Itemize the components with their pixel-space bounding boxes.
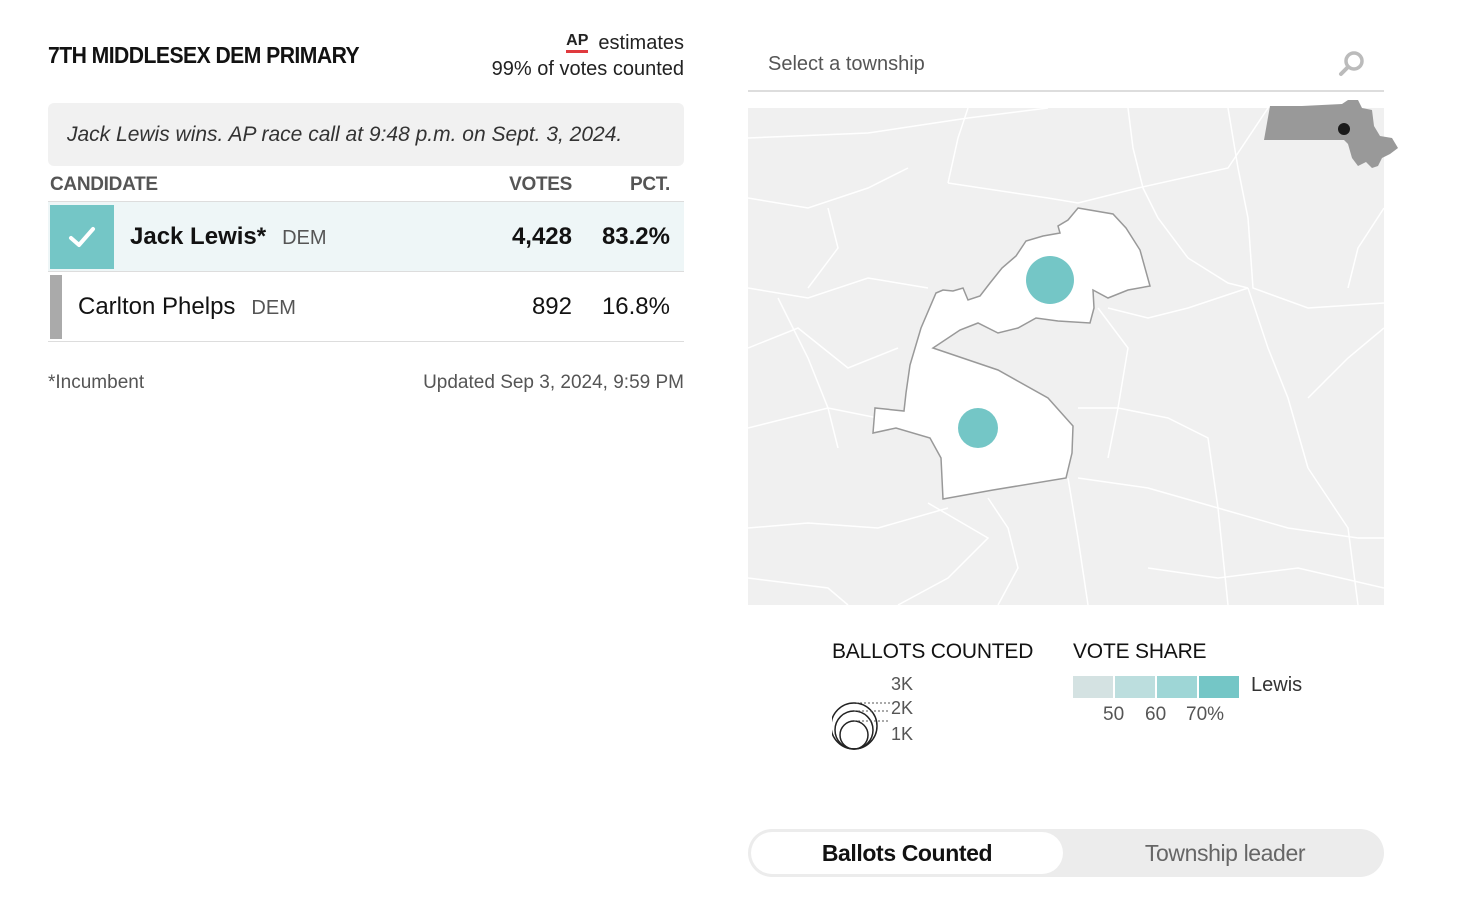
header-pct: PCT. [630, 174, 670, 195]
race-title: 7TH MIDDLESEX DEM PRIMARY [48, 42, 360, 68]
share-tick: 70% [1186, 704, 1225, 725]
size-legend: 3K 2K 1K [832, 672, 932, 754]
race-meta: AP estimates 99% of votes counted [492, 30, 684, 82]
results-panel: 7TH MIDDLESEX DEM PRIMARY AP estimates 9… [48, 28, 684, 393]
search-input[interactable] [748, 40, 1328, 88]
candidate-name: Carlton Phelps DEM [78, 293, 296, 320]
share-swatch [1157, 676, 1197, 698]
share-swatch [1115, 676, 1155, 698]
size-label-1k: 1K [891, 724, 914, 744]
size-label-3k: 3K [891, 674, 914, 694]
winner-check-badge [50, 205, 114, 269]
search-icon[interactable] [1338, 50, 1366, 78]
district-shape [872, 207, 1151, 500]
map-mode-toggle: Ballots Counted Township leader [748, 829, 1384, 877]
vote-share-scale [1073, 676, 1239, 698]
size-circles [832, 702, 890, 750]
candidate-pct: 16.8% [601, 293, 670, 320]
race-header: 7TH MIDDLESEX DEM PRIMARY AP estimates 9… [48, 28, 684, 88]
ballots-counted-title: BALLOTS COUNTED [832, 640, 1034, 663]
vote-share-title: VOTE SHARE [1073, 640, 1207, 663]
votes-counted: 99% of votes counted [491, 58, 684, 80]
township-search [748, 40, 1384, 92]
share-swatch [1199, 676, 1239, 698]
table-row: Carlton Phelps DEM 892 16.8% [48, 272, 684, 342]
map-svg [748, 108, 1384, 605]
incumbent-note: *Incumbent [48, 372, 145, 393]
township-marker[interactable] [958, 408, 998, 448]
share-tick: 50 [1103, 704, 1125, 725]
header-candidate: CANDIDATE [50, 174, 158, 195]
map-legend: BALLOTS COUNTED VOTE SHARE 3K 2K 1K Lewi… [832, 640, 1332, 760]
township-map[interactable] [748, 108, 1384, 605]
header-votes: VOTES [509, 174, 572, 195]
updated-timestamp: Updated Sep 3, 2024, 9:59 PM [423, 372, 684, 393]
table-row: Jack Lewis* DEM 4,428 83.2% [48, 202, 684, 272]
candidate-color-bar [50, 275, 62, 339]
candidate-votes: 4,428 [511, 223, 572, 250]
race-call-banner: Jack Lewis wins. AP race call at 9:48 p.… [48, 103, 684, 166]
candidate-name: Jack Lewis* DEM [130, 223, 327, 250]
size-label-2k: 2K [891, 698, 914, 718]
candidate-party: DEM [251, 297, 296, 319]
estimates-label[interactable]: estimates [598, 32, 684, 54]
results-table: CANDIDATE VOTES PCT. Jack Lewis* DEM 4,42… [48, 170, 684, 342]
toggle-ballots-counted[interactable]: Ballots Counted [751, 832, 1063, 874]
toggle-township-leader[interactable]: Township leader [1144, 839, 1306, 866]
candidate-votes: 892 [531, 293, 572, 320]
check-icon [69, 227, 95, 247]
table-header: CANDIDATE VOTES PCT. [48, 170, 684, 202]
candidate-party: DEM [282, 227, 327, 249]
share-swatch [1073, 676, 1113, 698]
share-tick: 60 [1145, 704, 1167, 725]
candidate-pct: 83.2% [601, 223, 670, 250]
township-marker[interactable] [1026, 256, 1074, 304]
state-locator-inset [1264, 100, 1398, 168]
share-candidate-label: Lewis [1251, 674, 1303, 696]
ap-logo: AP [566, 33, 589, 53]
